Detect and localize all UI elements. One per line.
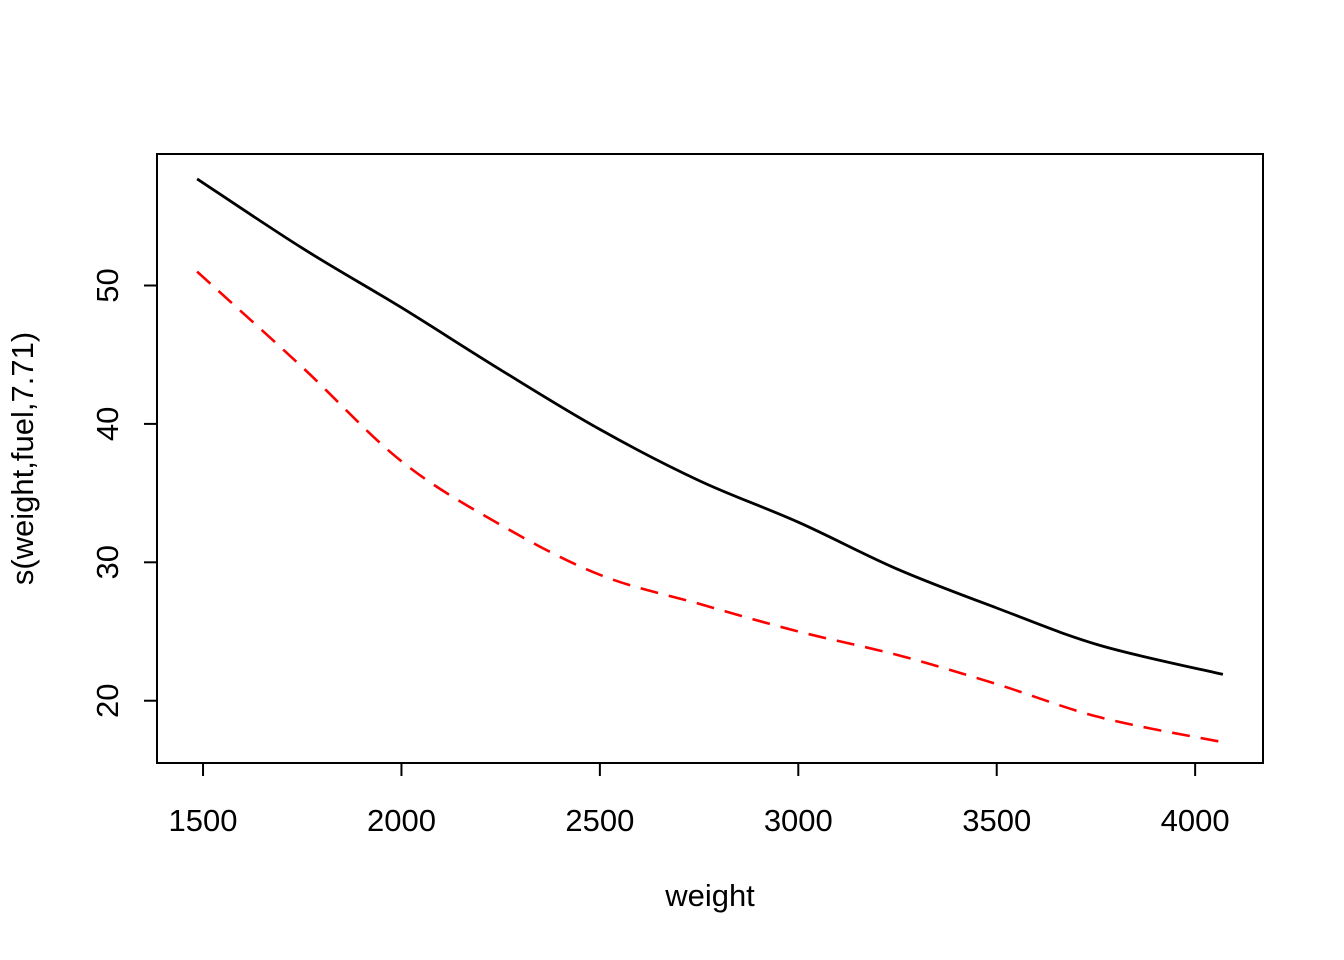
y-axis-tick-label: 40 — [90, 407, 125, 441]
x-axis-tick-label: 2000 — [367, 803, 436, 838]
y-axis-title: s(weight,fuel,7.71) — [5, 332, 40, 585]
y-axis-tick-label: 20 — [90, 683, 125, 717]
series-smooth-fit-solid-black — [196, 177, 1224, 676]
series-dashed-red-curve — [196, 270, 1224, 744]
x-axis-tick-label: 2500 — [565, 803, 634, 838]
x-axis-tick-label: 4000 — [1161, 803, 1230, 838]
chart-plot-area: 1500 2000 2500 3000 3500 4000 20 30 40 50 — [90, 153, 1264, 838]
x-axis-tick-label: 3500 — [962, 803, 1031, 838]
y-axis-tick-label: 30 — [90, 545, 125, 579]
plot-box — [156, 153, 1264, 764]
y-axis-tick-label: 50 — [90, 268, 125, 302]
x-axis-tick-label: 1500 — [169, 803, 238, 838]
x-axis-title: weight — [664, 878, 755, 913]
x-axis-tick-label: 3000 — [764, 803, 833, 838]
